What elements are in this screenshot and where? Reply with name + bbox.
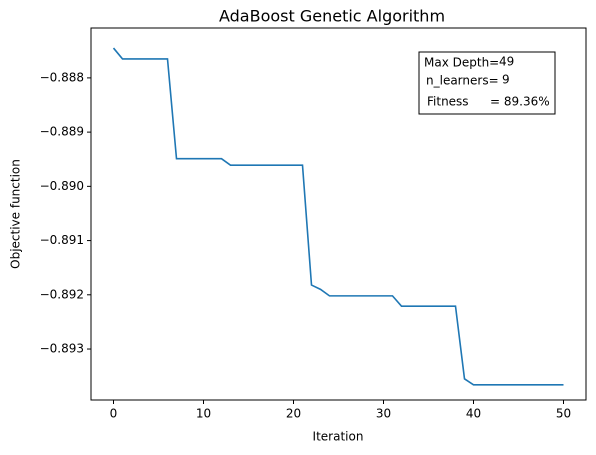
x-tick-label: 0 [110,407,118,421]
annotation-value: 9 [502,73,510,87]
y-tick-label: −0.890 [40,179,84,193]
y-tick-label: −0.888 [40,70,84,84]
y-tick-label: −0.892 [40,287,84,301]
y-tick-label: −0.891 [40,233,84,247]
x-tick-label: 50 [556,407,571,421]
x-tick-label: 30 [376,407,391,421]
x-tick-label: 20 [286,407,301,421]
annotation-label: Max Depth= [424,56,499,70]
plot-frame [90,27,587,401]
y-tick-label: −0.889 [40,125,84,139]
annotation-value: 49 [499,55,514,69]
y-axis-label: Objective function [9,159,23,269]
x-axis-label: Iteration [313,430,364,444]
y-tick-label: −0.893 [40,342,84,356]
annotation-label: n_learners= [426,74,499,88]
annotation-value: = 89.36% [490,95,550,109]
x-tick-label: 40 [466,407,481,421]
data-line [112,47,564,386]
chart-title: AdaBoost Genetic Algorithm [219,7,445,26]
annotation-label: Fitness [427,95,469,109]
x-tick-label: 10 [196,407,211,421]
annotation-box [418,51,556,115]
